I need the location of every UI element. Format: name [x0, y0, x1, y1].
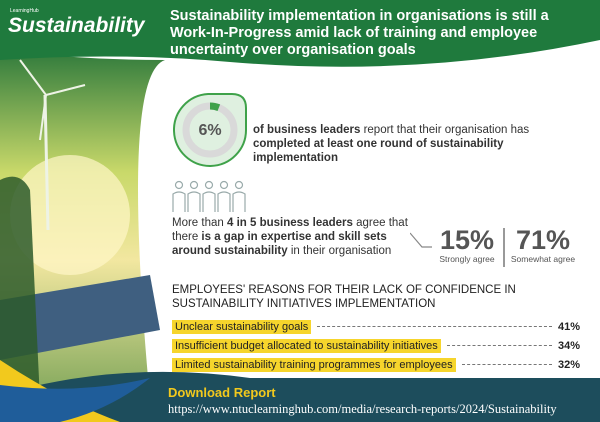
- donut: 6%: [173, 93, 247, 167]
- text: of business leaders: [253, 124, 361, 136]
- caption: Strongly agree: [439, 254, 495, 264]
- brand: LearningHub: [10, 8, 39, 14]
- logo: Sustainability: [8, 14, 145, 37]
- text: agree that there: [172, 217, 408, 243]
- reason-row: Limited sustainability training programm…: [172, 355, 580, 374]
- leader-line: [446, 345, 552, 346]
- text: 4 in 5 business leaders: [226, 217, 353, 229]
- text: More than: [172, 217, 227, 229]
- donut-label: 6%: [198, 122, 221, 139]
- reasons-title: EMPLOYEES' REASONS FOR THEIR LACK OF CON…: [172, 284, 516, 310]
- leader-line: [461, 364, 552, 365]
- people-icons: [172, 180, 246, 212]
- reason-text: Insufficient budget allocated to sustain…: [172, 338, 441, 353]
- reason-percent: 34%: [557, 339, 580, 352]
- caption: Somewhat agree: [510, 254, 576, 264]
- reasons-list: Unclear sustainability goals 41% Insuffici…: [172, 317, 580, 374]
- agree-somewhat: 71% Somewhat agree: [508, 226, 578, 264]
- stat-completed-text: of business leaders report that their or…: [253, 123, 583, 165]
- reason-row: Insufficient budget allocated to sustain…: [172, 336, 580, 355]
- reason-percent: 41%: [557, 320, 580, 333]
- footer-url[interactable]: https://www.ntuclearninghub.com/media/re…: [168, 402, 557, 416]
- donut-arc: [182, 102, 238, 158]
- agree-strong: 15% Strongly agree: [436, 226, 498, 264]
- percent: 15%: [439, 225, 495, 255]
- text: in their organisation: [287, 245, 392, 257]
- reason-row: Unclear sustainability goals 41%: [172, 317, 580, 336]
- leader-line: [317, 326, 552, 327]
- text: report that their organisation has: [360, 124, 530, 136]
- stat-gap-text: More than 4 in 5 business leaders agree …: [172, 216, 417, 258]
- reason-text: Limited sustainability training programm…: [172, 357, 456, 372]
- header-title: Sustainability implementation in organis…: [170, 8, 549, 58]
- text: is a gap in expertise and skill sets aro…: [172, 231, 387, 257]
- footer-title: Download Report: [168, 385, 276, 400]
- percent: 71%: [515, 225, 571, 255]
- agree-decor: [410, 228, 505, 267]
- text: completed at least one round of sustaina…: [253, 138, 504, 164]
- reason-percent: 32%: [557, 358, 580, 371]
- reason-text: Unclear sustainability goals: [172, 319, 312, 334]
